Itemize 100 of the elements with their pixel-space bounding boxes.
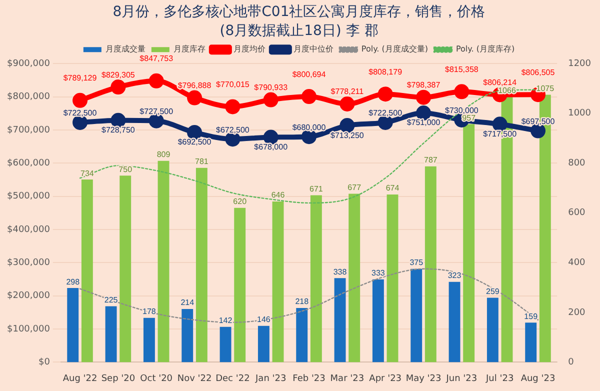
point: [263, 130, 278, 145]
x-tick-label: Jul '23: [485, 374, 514, 384]
bar: [143, 318, 155, 362]
bar: [120, 176, 132, 362]
point: [72, 92, 88, 108]
y-tick-label: $700,000: [6, 125, 50, 136]
data-label: 178: [142, 307, 156, 316]
data-label: $808,179: [368, 67, 403, 76]
y-tick-label: $100,000: [6, 324, 50, 334]
point: [225, 99, 240, 114]
point: [187, 90, 202, 106]
data-label: 218: [295, 297, 310, 306]
y2-tick-label: 0: [568, 358, 574, 368]
bar: [424, 166, 436, 362]
point: [454, 84, 470, 100]
legend-label: Poly. (月度成交量): [361, 44, 428, 54]
y-tick-label: $400,000: [6, 224, 50, 235]
y2-tick-label: 400: [568, 258, 586, 268]
bar: [334, 278, 346, 362]
legend-label: 月度成交量: [105, 44, 146, 54]
bar: [67, 288, 79, 362]
data-label: 259: [486, 286, 500, 296]
data-label: 957: [462, 113, 476, 122]
x-tick-label: Mar '23: [330, 374, 364, 384]
bar: [234, 208, 246, 362]
chart-subtitle: (8月数据截止18日) 李 郡: [220, 22, 378, 39]
bar: [158, 160, 170, 362]
bar: [310, 195, 322, 362]
data-label: 375: [410, 258, 424, 268]
data-label: 646: [271, 190, 286, 200]
data-label: 1066: [498, 86, 516, 96]
data-label: 142: [218, 316, 233, 326]
data-label: 214: [180, 298, 195, 308]
data-label: 298: [66, 277, 80, 286]
data-label: 225: [104, 295, 118, 304]
y-tick-label: $600,000: [6, 158, 50, 168]
data-label: $678,000: [254, 142, 288, 152]
y2-tick-label: 800: [568, 158, 586, 168]
data-label: 734: [80, 168, 94, 178]
x-tick-label: Feb '23: [292, 374, 326, 384]
bar: [272, 201, 284, 362]
x-tick-label: Dec '22: [216, 374, 250, 384]
data-label: 338: [333, 267, 348, 276]
point: [340, 118, 355, 134]
data-label: 146: [257, 315, 271, 324]
data-label: $751,000: [406, 118, 441, 128]
data-label: 674: [386, 184, 400, 193]
point: [302, 89, 317, 104]
data-label: 1075: [536, 84, 555, 93]
data-label: 159: [524, 312, 538, 321]
data-label: $796,888: [178, 81, 212, 90]
bar: [220, 326, 232, 362]
bar: [196, 168, 208, 362]
point: [263, 92, 278, 108]
data-label: $829,305: [102, 70, 136, 80]
point: [492, 116, 508, 132]
y2-tick-label: 600: [568, 208, 586, 218]
y-tick-label: $900,000: [6, 58, 50, 69]
y-tick-label: $300,000: [6, 258, 50, 268]
legend-label: Poly. (月度库存): [456, 44, 515, 54]
data-label: $806,505: [521, 68, 556, 77]
data-label: $798,387: [406, 80, 441, 90]
data-label: $790,933: [254, 82, 288, 92]
bar: [105, 306, 117, 362]
data-label: $778,211: [330, 87, 364, 96]
bar: [486, 298, 498, 362]
legend-label: 月度均价: [233, 44, 266, 54]
x-tick-label: Oct '20: [140, 374, 173, 384]
point: [340, 96, 355, 112]
y2-tick-label: 1200: [568, 58, 592, 69]
y2-tick-label: 1000: [568, 108, 592, 119]
bar: [296, 308, 308, 362]
data-label: $713,250: [330, 130, 364, 140]
bar: [258, 326, 270, 362]
legend-label: 月度中位价: [293, 44, 334, 54]
data-label: $789,129: [63, 74, 98, 83]
point: [378, 86, 393, 102]
data-label: 333: [372, 268, 386, 278]
data-label: 323: [448, 271, 462, 280]
data-label: $692,500: [178, 138, 212, 147]
x-tick-label: Jan '23: [254, 374, 286, 384]
data-label: $722,500: [368, 108, 403, 118]
data-label: 677: [348, 182, 362, 192]
x-tick-label: Jun '23: [445, 374, 478, 384]
data-label: 620: [233, 197, 248, 206]
data-label: $847,753: [140, 54, 174, 64]
chart-title: 8月份，多伦多核心地带C01社区公寓月度库存，销售，价格: [112, 4, 486, 20]
data-label: $770,015: [216, 80, 250, 89]
bar: [182, 308, 194, 362]
data-label: 809: [156, 150, 171, 160]
bar: [410, 268, 422, 362]
bar: [525, 322, 537, 362]
data-label: $672,500: [216, 125, 250, 134]
data-label: $727,500: [140, 107, 174, 116]
x-tick-label: May '23: [406, 374, 442, 384]
y-tick-label: $0: [38, 358, 50, 368]
data-label: $806,214: [483, 78, 518, 87]
y2-tick-label: 200: [568, 308, 586, 318]
bar: [372, 279, 384, 362]
data-label: $815,358: [444, 64, 479, 74]
